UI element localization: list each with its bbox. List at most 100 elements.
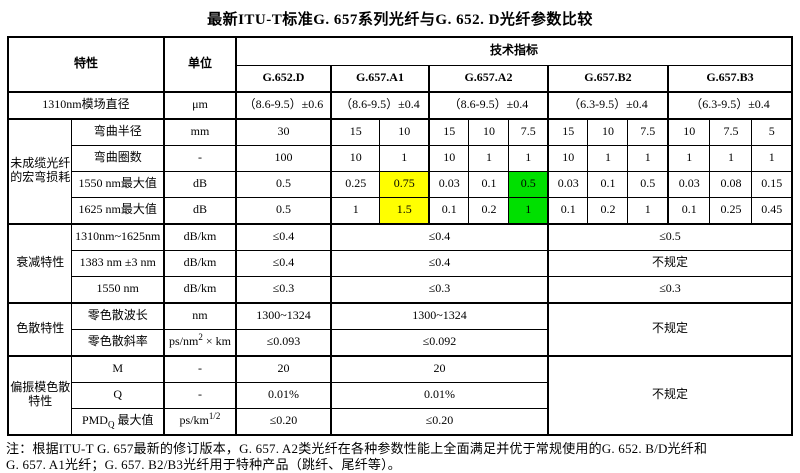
value-cell: 0.1 bbox=[469, 171, 509, 197]
value-cell: 0.1 bbox=[429, 197, 469, 224]
header-tech-index: 技术指标 bbox=[236, 37, 792, 65]
param-label-cell: M bbox=[72, 356, 164, 383]
value-cell: 10 bbox=[548, 145, 588, 171]
value-cell: 1 bbox=[628, 145, 668, 171]
comparison-table: 特性 单位 技术指标 G.652.D G.657.A1 G.657.A2 G.6… bbox=[7, 36, 793, 436]
value-cell: 不规定 bbox=[548, 356, 792, 435]
value-cell: 1 bbox=[331, 197, 380, 224]
value-cell: 10 bbox=[429, 145, 469, 171]
value-cell: 0.03 bbox=[548, 171, 588, 197]
value-cell: ≤0.20 bbox=[236, 408, 331, 435]
param-label-cell: 弯曲半径 bbox=[72, 119, 164, 146]
param-label-cell: PMDQ 最大值 bbox=[72, 408, 164, 435]
table-row: 特性 单位 技术指标 bbox=[8, 37, 792, 65]
table-row: 弯曲圈数 - 100 10 1 10 1 1 10 1 1 1 1 1 bbox=[8, 145, 792, 171]
value-cell-highlighted: 0.75 bbox=[380, 171, 429, 197]
value-cell: ≤0.20 bbox=[331, 408, 548, 435]
unit-cell: ps/nm2 × km bbox=[164, 329, 236, 356]
table-row: 衰减特性 1310nm~1625nm dB/km ≤0.4 ≤0.4 ≤0.5 bbox=[8, 224, 792, 251]
value-cell: 1 bbox=[628, 197, 668, 224]
value-cell: ≤0.4 bbox=[236, 224, 331, 251]
footnote-line-1: 注：根据ITU-T G. 657最新的修订版本，G. 657. A2类光纤在各种… bbox=[6, 441, 794, 457]
value-cell: 不规定 bbox=[548, 303, 792, 356]
unit-cell: - bbox=[164, 145, 236, 171]
value-cell: 10 bbox=[331, 145, 380, 171]
value-cell: 1300~1324 bbox=[331, 303, 548, 330]
value-cell: 0.01% bbox=[331, 382, 548, 408]
unit-cell: - bbox=[164, 382, 236, 408]
param-label-cell: 1550 nm最大值 bbox=[72, 171, 164, 197]
table-row: 未成缆光纤的宏弯损耗 弯曲半径 mm 30 15 10 15 10 7.5 15… bbox=[8, 119, 792, 146]
value-cell: 0.1 bbox=[548, 197, 588, 224]
group-label-cell: 未成缆光纤的宏弯损耗 bbox=[8, 119, 72, 224]
unit-cell: nm bbox=[164, 303, 236, 330]
table-row: 色散特性 零色散波长 nm 1300~1324 1300~1324 不规定 bbox=[8, 303, 792, 330]
param-label-cell: 1310nm~1625nm bbox=[72, 224, 164, 251]
table-row: 1550 nm dB/km ≤0.3 ≤0.3 ≤0.3 bbox=[8, 276, 792, 303]
value-cell: 0.2 bbox=[469, 197, 509, 224]
value-cell: 1 bbox=[752, 145, 792, 171]
unit-cell: dB bbox=[164, 171, 236, 197]
value-cell: 0.1 bbox=[588, 171, 628, 197]
table-row: 1383 nm ±3 nm dB/km ≤0.4 ≤0.4 不规定 bbox=[8, 250, 792, 276]
fiber-header-g657b3: G.657.B3 bbox=[668, 65, 792, 92]
value-cell: 0.15 bbox=[752, 171, 792, 197]
value-cell: 不规定 bbox=[548, 250, 792, 276]
unit-cell: dB/km bbox=[164, 276, 236, 303]
value-cell: ≤0.5 bbox=[548, 224, 792, 251]
fiber-header-g657a1: G.657.A1 bbox=[331, 65, 429, 92]
table-row: 1550 nm最大值 dB 0.5 0.25 0.75 0.03 0.1 0.5… bbox=[8, 171, 792, 197]
value-cell: 7.5 bbox=[628, 119, 668, 146]
value-cell: 0.5 bbox=[236, 171, 331, 197]
param-label-cell: 零色散波长 bbox=[72, 303, 164, 330]
fiber-header-g657a2: G.657.A2 bbox=[429, 65, 548, 92]
value-cell: （8.6-9.5）±0.6 bbox=[236, 92, 331, 119]
unit-cell: dB/km bbox=[164, 250, 236, 276]
value-cell: 1300~1324 bbox=[236, 303, 331, 330]
unit-cell: mm bbox=[164, 119, 236, 146]
value-cell: 0.03 bbox=[668, 171, 710, 197]
value-cell: 0.5 bbox=[628, 171, 668, 197]
value-cell: 1 bbox=[710, 145, 752, 171]
param-label-cell: 1625 nm最大值 bbox=[72, 197, 164, 224]
value-cell: 0.45 bbox=[752, 197, 792, 224]
value-cell-highlighted: 1.5 bbox=[380, 197, 429, 224]
table-row: 1625 nm最大值 dB 0.5 1 1.5 0.1 0.2 1 0.1 0.… bbox=[8, 197, 792, 224]
unit-cell: μm bbox=[164, 92, 236, 119]
value-cell: 1 bbox=[380, 145, 429, 171]
value-cell: ≤0.093 bbox=[236, 329, 331, 356]
value-cell: （6.3-9.5）±0.4 bbox=[548, 92, 668, 119]
fiber-header-g652d: G.652.D bbox=[236, 65, 331, 92]
value-cell: 10 bbox=[668, 119, 710, 146]
value-cell: 20 bbox=[236, 356, 331, 383]
value-cell: 7.5 bbox=[710, 119, 752, 146]
value-cell: （8.6-9.5）±0.4 bbox=[331, 92, 429, 119]
value-cell: 1 bbox=[588, 145, 628, 171]
value-cell: ≤0.4 bbox=[331, 224, 548, 251]
value-cell-highlighted: 1 bbox=[509, 197, 548, 224]
fiber-header-g657b2: G.657.B2 bbox=[548, 65, 668, 92]
value-cell: 30 bbox=[236, 119, 331, 146]
unit-cell: - bbox=[164, 356, 236, 383]
value-cell: （6.3-9.5）±0.4 bbox=[668, 92, 792, 119]
value-cell: 0.5 bbox=[236, 197, 331, 224]
page-title: 最新ITU-T标准G. 657系列光纤与G. 652. D光纤参数比较 bbox=[0, 0, 800, 29]
value-cell: 15 bbox=[429, 119, 469, 146]
value-cell-highlighted: 0.5 bbox=[509, 171, 548, 197]
value-cell: 10 bbox=[469, 119, 509, 146]
value-cell: （8.6-9.5）±0.4 bbox=[429, 92, 548, 119]
value-cell: ≤0.092 bbox=[331, 329, 548, 356]
value-cell: ≤0.4 bbox=[236, 250, 331, 276]
value-cell: ≤0.4 bbox=[331, 250, 548, 276]
value-cell: 1 bbox=[509, 145, 548, 171]
footnote: 注：根据ITU-T G. 657最新的修订版本，G. 657. A2类光纤在各种… bbox=[6, 441, 794, 473]
header-unit: 单位 bbox=[164, 37, 236, 92]
value-cell: 0.01% bbox=[236, 382, 331, 408]
value-cell: 1 bbox=[469, 145, 509, 171]
value-cell: 10 bbox=[588, 119, 628, 146]
param-label-cell: 1383 nm ±3 nm bbox=[72, 250, 164, 276]
unit-cell: dB bbox=[164, 197, 236, 224]
group-label-cell: 偏振模色散特性 bbox=[8, 356, 72, 435]
param-label-cell: 1550 nm bbox=[72, 276, 164, 303]
value-cell: 15 bbox=[331, 119, 380, 146]
